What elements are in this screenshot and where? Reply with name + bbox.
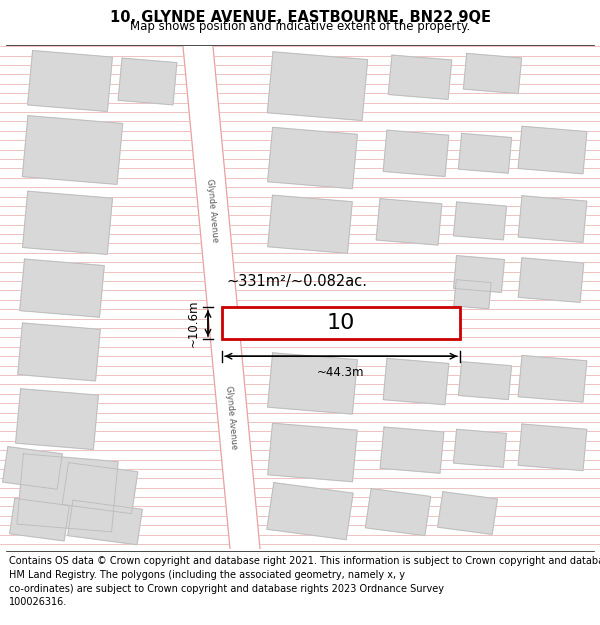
Polygon shape	[437, 492, 497, 534]
Polygon shape	[518, 258, 584, 302]
Polygon shape	[16, 389, 98, 449]
Polygon shape	[10, 498, 70, 541]
Polygon shape	[454, 256, 505, 292]
Polygon shape	[22, 116, 122, 184]
Polygon shape	[20, 259, 104, 317]
Polygon shape	[268, 195, 352, 253]
Polygon shape	[380, 427, 444, 473]
Polygon shape	[518, 126, 587, 174]
Polygon shape	[518, 196, 587, 242]
Text: ~331m²/~0.082ac.: ~331m²/~0.082ac.	[227, 274, 368, 289]
Text: 10: 10	[327, 313, 355, 333]
Text: Glynde Avenue: Glynde Avenue	[205, 178, 219, 243]
Polygon shape	[68, 500, 142, 545]
Polygon shape	[454, 279, 491, 309]
Polygon shape	[454, 202, 506, 240]
Text: 10, GLYNDE AVENUE, EASTBOURNE, BN22 9QE: 10, GLYNDE AVENUE, EASTBOURNE, BN22 9QE	[110, 10, 491, 25]
Polygon shape	[463, 54, 521, 94]
Polygon shape	[267, 482, 353, 539]
Polygon shape	[23, 191, 112, 254]
Polygon shape	[28, 51, 112, 111]
Polygon shape	[118, 58, 177, 105]
Polygon shape	[183, 46, 260, 549]
Polygon shape	[268, 127, 358, 189]
Polygon shape	[383, 359, 449, 404]
Polygon shape	[268, 353, 358, 414]
Polygon shape	[383, 130, 449, 176]
Polygon shape	[454, 429, 506, 467]
Text: ~10.6m: ~10.6m	[187, 299, 200, 347]
Text: Map shows position and indicative extent of the property.: Map shows position and indicative extent…	[130, 20, 470, 33]
Polygon shape	[2, 447, 62, 489]
Polygon shape	[62, 462, 138, 514]
Polygon shape	[17, 454, 118, 532]
Polygon shape	[376, 199, 442, 245]
Text: Glynde Avenue: Glynde Avenue	[224, 385, 239, 449]
Polygon shape	[458, 362, 511, 399]
Polygon shape	[458, 134, 512, 173]
Polygon shape	[518, 424, 587, 471]
Polygon shape	[518, 356, 587, 402]
Text: ~44.3m: ~44.3m	[317, 366, 365, 379]
Polygon shape	[18, 323, 100, 381]
Polygon shape	[365, 489, 431, 536]
Polygon shape	[268, 423, 357, 482]
Bar	[222, 308, 460, 339]
Polygon shape	[268, 52, 368, 121]
Polygon shape	[388, 55, 452, 99]
Text: Contains OS data © Crown copyright and database right 2021. This information is : Contains OS data © Crown copyright and d…	[9, 556, 600, 607]
